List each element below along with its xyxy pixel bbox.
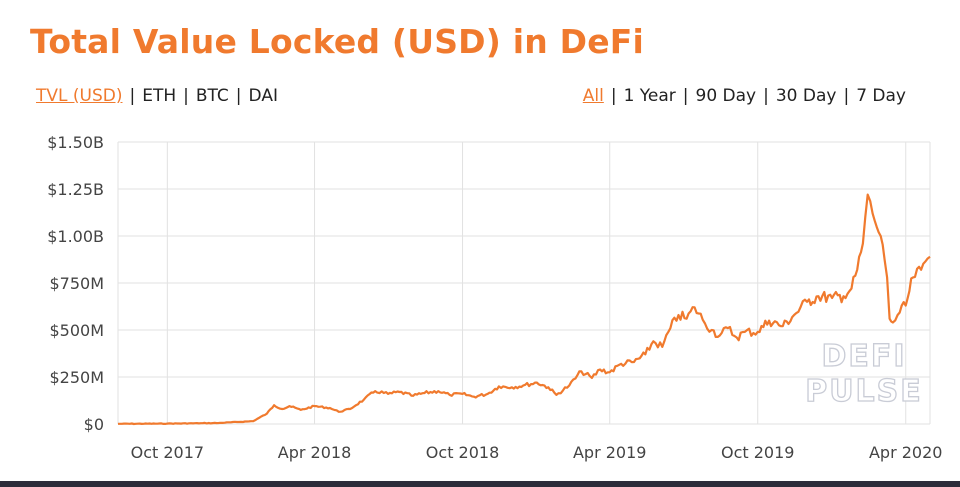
range-tab-7-day[interactable]: 7 Day — [856, 86, 906, 106]
separator: | — [610, 86, 617, 106]
separator: | — [129, 86, 136, 106]
y-tick-label: $750M — [49, 274, 104, 293]
x-tick-label: Oct 2017 — [131, 443, 204, 462]
range-tab-1-year[interactable]: 1 Year — [623, 86, 676, 106]
range-selector: All | 1 Year | 90 Day | 30 Day | 7 Day — [583, 86, 906, 106]
separator: | — [682, 86, 689, 106]
y-tick-label: $1.00B — [47, 227, 104, 246]
metric-tab-dai[interactable]: DAI — [248, 86, 278, 106]
watermark-line-2: PULSE — [805, 374, 923, 409]
range-tab-90-day[interactable]: 90 Day — [695, 86, 757, 106]
range-tab-30-day[interactable]: 30 Day — [775, 86, 837, 106]
x-tick-label: Apr 2020 — [869, 443, 942, 462]
x-tick-label: Oct 2019 — [721, 443, 794, 462]
x-tick-label: Oct 2018 — [426, 443, 499, 462]
x-tick-label: Apr 2019 — [573, 443, 646, 462]
x-tick-label: Apr 2018 — [278, 443, 351, 462]
chart-title: Total Value Locked (USD) in DeFi — [30, 22, 645, 61]
tvl-series-line — [118, 193, 931, 426]
range-tab-all[interactable]: All — [582, 86, 604, 106]
separator: | — [235, 86, 242, 106]
defi-pulse-watermark: DEFI PULSE — [805, 338, 923, 409]
separator: | — [843, 86, 850, 106]
metric-tab-eth[interactable]: ETH — [142, 86, 177, 106]
y-tick-label: $1.50B — [47, 133, 104, 152]
separator: | — [183, 86, 189, 106]
y-tick-label: $500M — [49, 321, 104, 340]
metric-tab-tvl-usd[interactable]: TVL (USD) — [36, 86, 123, 106]
y-tick-label: $1.25B — [47, 180, 104, 199]
metric-tab-btc[interactable]: BTC — [195, 86, 229, 106]
y-tick-label: $250M — [49, 368, 104, 387]
y-tick-label: $0 — [84, 415, 104, 434]
watermark-line-1: DEFI — [821, 339, 906, 374]
axis-labels: $0 $250M $500M $750M $1.00B $1.25B $1.50B Oct 2… — [47, 133, 942, 462]
grid-lines — [117, 141, 931, 425]
metric-selector: TVL (USD) | ETH | BTC | DAI — [36, 86, 278, 106]
bottom-edge-bar — [0, 481, 960, 487]
separator: | — [763, 86, 769, 106]
